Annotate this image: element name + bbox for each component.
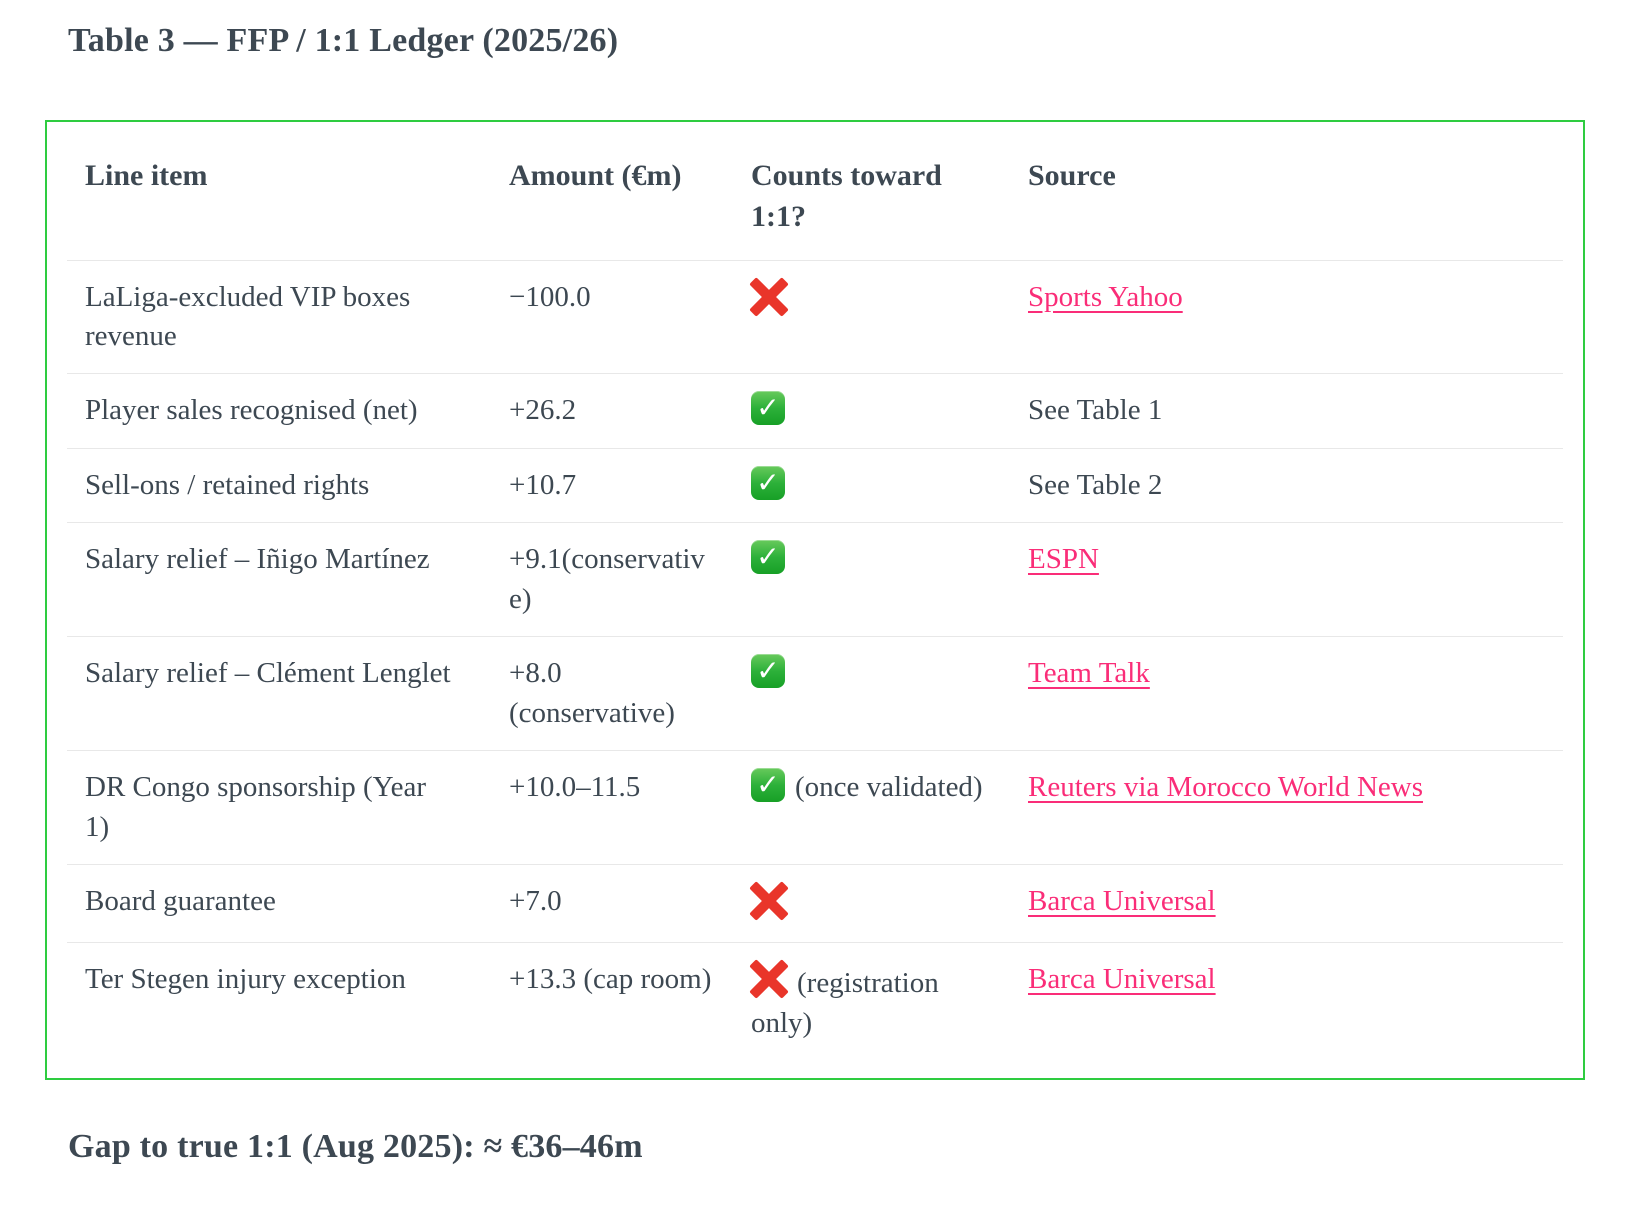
page-title: Table 3 — FFP / 1:1 Ledger (2025/26) — [68, 22, 619, 59]
gap-summary: Gap to true 1:1 (Aug 2025): ≈ €36–46m — [68, 1128, 643, 1166]
amount-cell: +13.3 (cap room) — [509, 942, 751, 1061]
source-link[interactable]: Reuters via Morocco World News — [1028, 771, 1423, 804]
line-item-cell: Sell-ons / retained rights — [67, 447, 509, 523]
source-link[interactable]: Team Talk — [1028, 657, 1150, 690]
source-cell: See Table 1 — [1028, 373, 1563, 449]
ffp-ledger-table: Line item Amount (€m) Counts toward 1:1?… — [67, 136, 1563, 1061]
line-item-cell: Player sales recognised (net) — [67, 373, 509, 449]
table-row: Salary relief – Iñigo Martínez +9.1(cons… — [67, 522, 1563, 637]
line-item-cell: Ter Stegen injury exception — [67, 942, 509, 1061]
counts-cell — [751, 863, 1028, 943]
counts-cell — [751, 259, 1028, 374]
amount-text: +26.2 — [509, 394, 577, 427]
check-icon — [751, 391, 785, 426]
counts-cell — [751, 522, 1028, 637]
source-link[interactable]: Barca Universal — [1028, 963, 1216, 996]
line-item-cell: LaLiga-excluded VIP boxes revenue — [67, 259, 509, 374]
line-item-text: Salary relief – Iñigo Martínez — [85, 543, 430, 576]
counts-cell: (registration only) — [751, 942, 1028, 1061]
amount-text: +9.1(conservative) — [509, 543, 705, 615]
source-cell: Team Talk — [1028, 636, 1563, 751]
line-item-cell: Salary relief – Iñigo Martínez — [67, 522, 509, 637]
source-link[interactable]: Barca Universal — [1028, 884, 1216, 917]
amount-cell: +26.2 — [509, 373, 751, 449]
col-header-counts: Counts toward 1:1? — [751, 159, 942, 233]
source-cell: Sports Yahoo — [1028, 259, 1563, 374]
cross-icon — [751, 960, 787, 998]
source-cell: Barca Universal — [1028, 863, 1563, 943]
source-text: See Table 1 — [1028, 394, 1163, 427]
amount-cell: +10.7 — [509, 447, 751, 523]
counts-note: (registration only) — [751, 967, 939, 1039]
line-item-cell: Board guarantee — [67, 863, 509, 943]
line-item-text: Salary relief – Clément Lenglet — [85, 657, 451, 690]
amount-text: +13.3 (cap room) — [509, 963, 712, 996]
table-row: DR Congo sponsorship (Year 1) +10.0–11.5… — [67, 750, 1563, 865]
col-header-source: Source — [1028, 159, 1116, 192]
counts-cell — [751, 373, 1028, 449]
line-item-text: Player sales recognised (net) — [85, 394, 418, 427]
cross-icon — [751, 882, 787, 920]
source-cell: Reuters via Morocco World News — [1028, 750, 1563, 865]
source-link[interactable]: Sports Yahoo — [1028, 280, 1183, 313]
source-text: See Table 2 — [1028, 468, 1163, 501]
table-row: Sell-ons / retained rights +10.7 See Tab… — [67, 447, 1563, 523]
table-body: LaLiga-excluded VIP boxes revenue −100.0… — [67, 259, 1563, 1061]
col-header-amount: Amount (€m) — [509, 159, 682, 192]
counts-cell — [751, 447, 1028, 523]
table-row: Player sales recognised (net) +26.2 See … — [67, 373, 1563, 449]
source-link[interactable]: ESPN — [1028, 543, 1099, 576]
line-item-text: Board guarantee — [85, 884, 276, 917]
counts-cell — [751, 636, 1028, 751]
source-cell: Barca Universal — [1028, 942, 1563, 1061]
check-icon — [751, 465, 785, 500]
line-item-text: Ter Stegen injury exception — [85, 963, 406, 996]
amount-cell: +7.0 — [509, 863, 751, 943]
cross-icon — [751, 278, 787, 316]
table-row: Board guarantee +7.0 Barca Universal — [67, 863, 1563, 943]
check-icon — [751, 768, 785, 803]
table-row: Salary relief – Clément Lenglet +8.0 (co… — [67, 636, 1563, 751]
source-cell: See Table 2 — [1028, 447, 1563, 523]
ledger-table-container: Line item Amount (€m) Counts toward 1:1?… — [45, 120, 1585, 1081]
line-item-text: LaLiga-excluded VIP boxes revenue — [85, 280, 411, 353]
table-row: Ter Stegen injury exception +13.3 (cap r… — [67, 942, 1563, 1061]
line-item-cell: Salary relief – Clément Lenglet — [67, 636, 509, 751]
amount-text: +7.0 — [509, 884, 562, 917]
source-cell: ESPN — [1028, 522, 1563, 637]
amount-text: +8.0 (conservative) — [509, 657, 675, 729]
amount-cell: +9.1(conservative) — [509, 522, 751, 637]
line-item-cell: DR Congo sponsorship (Year 1) — [67, 750, 509, 865]
amount-text: +10.0–11.5 — [509, 771, 641, 804]
line-item-text: Sell-ons / retained rights — [85, 468, 370, 501]
check-icon — [751, 654, 785, 689]
amount-text: −100.0 — [509, 280, 591, 313]
table-row: LaLiga-excluded VIP boxes revenue −100.0… — [67, 259, 1563, 374]
counts-note: (once validated) — [795, 771, 983, 804]
amount-cell: +8.0 (conservative) — [509, 636, 751, 751]
check-icon — [751, 540, 785, 575]
col-header-line-item: Line item — [85, 159, 208, 192]
amount-text: +10.7 — [509, 468, 577, 501]
amount-cell: −100.0 — [509, 259, 751, 374]
counts-cell: (once validated) — [751, 750, 1028, 865]
line-item-text: DR Congo sponsorship (Year 1) — [85, 771, 427, 843]
page: Table 3 — FFP / 1:1 Ledger (2025/26) Lin… — [0, 0, 1630, 1166]
amount-cell: +10.0–11.5 — [509, 750, 751, 865]
header-row: Line item Amount (€m) Counts toward 1:1?… — [67, 136, 1563, 260]
